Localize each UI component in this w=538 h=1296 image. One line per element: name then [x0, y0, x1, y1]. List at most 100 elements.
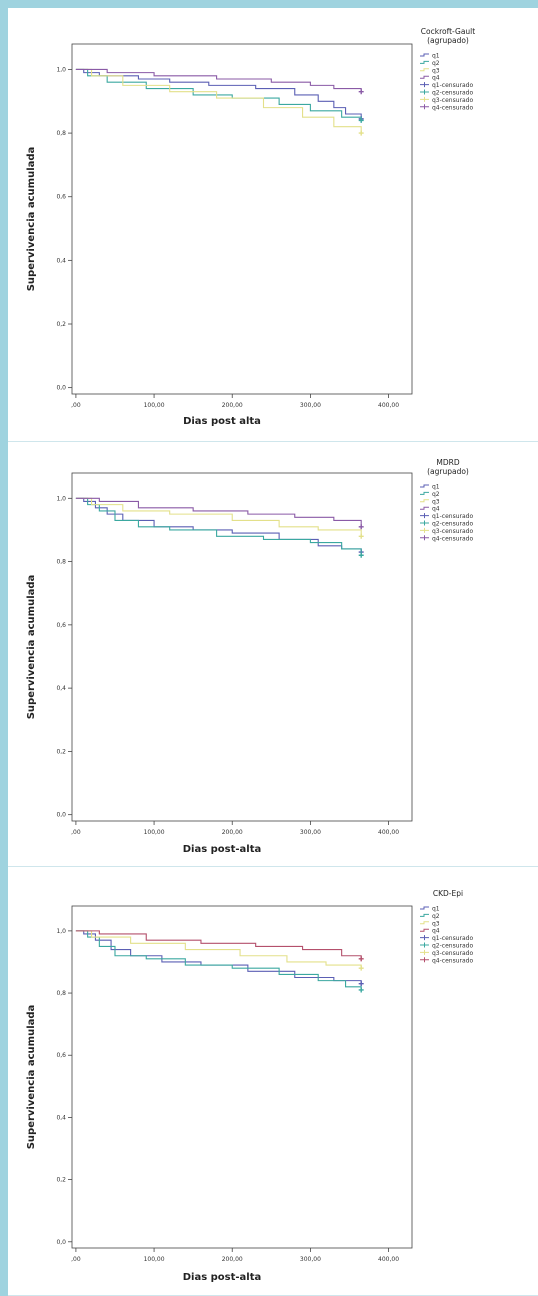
legend-label: q4-censurado: [432, 104, 473, 111]
legend-label: q2: [432, 60, 440, 67]
x-tick-label: 200,00: [222, 1256, 243, 1263]
legend-symbol: [420, 928, 429, 932]
legend-symbol: [420, 527, 429, 533]
y-tick-label: 1,0: [56, 928, 66, 935]
legend-label: q2-censurado: [432, 943, 473, 950]
legend-symbol: [420, 75, 429, 79]
legend-label: q4: [432, 928, 440, 935]
x-tick-label: ,00: [71, 829, 81, 836]
legend-label: q1-censurado: [432, 513, 473, 520]
y-tick-label: 1,0: [56, 495, 66, 502]
legend-symbol: [420, 535, 429, 541]
legend-symbol: [420, 949, 429, 955]
legend-symbol: [420, 491, 429, 495]
y-tick-label: 0,8: [56, 130, 66, 137]
chart-panel-mdrd: 0,0 0,2 0,4 0,6 0,8 1,0 ,00 100,00 200,00 300,00 4…: [8, 443, 538, 867]
legend-label: q4-censurado: [432, 957, 473, 964]
censored-marker-q4: [358, 956, 364, 962]
series-line-q2: [75, 930, 362, 990]
legend-label: q1-censurado: [432, 935, 473, 942]
censored-marker-q4: [358, 89, 364, 95]
y-tick-label: 0,6: [56, 1052, 66, 1059]
legend-title: MDRD: [436, 458, 459, 467]
y-tick-label: 0,4: [56, 257, 66, 264]
series-line-q1: [75, 497, 362, 553]
censored-marker-q2: [358, 117, 364, 123]
legend-symbol: [420, 484, 429, 488]
legend-label: q3: [432, 498, 440, 505]
legend-symbol: [420, 68, 429, 72]
legend-label: q1: [432, 484, 440, 491]
legend-symbol: [420, 520, 429, 526]
y-tick-label: 1,0: [56, 66, 66, 73]
plot-frame: [71, 472, 413, 822]
legend-symbol: [420, 506, 429, 510]
legend-symbol: [420, 53, 429, 57]
censored-marker-q3: [358, 533, 364, 539]
chart-svg: 0,0 0,2 0,4 0,6 0,8 1,0 ,00 100,00 200,00 300,00 4…: [26, 889, 473, 1283]
chart-svg: 0,0 0,2 0,4 0,6 0,8 1,0 ,00 100,00 200,00 300,00 4…: [26, 458, 473, 855]
legend-symbol: [420, 60, 429, 64]
y-tick-label: 0,4: [56, 685, 66, 692]
legend-symbol: [420, 921, 429, 925]
y-tick-label: 0,6: [56, 194, 66, 201]
y-tick-label: 0,2: [56, 321, 66, 328]
chart-panel-ckd-epi: 0,0 0,2 0,4 0,6 0,8 1,0 ,00 100,00 200,00 300,00 4…: [8, 868, 538, 1296]
x-tick-label: 400,00: [378, 1256, 399, 1263]
legend-symbol: [420, 499, 429, 503]
legend-title: (agrupado): [427, 36, 469, 45]
y-axis-title: Supervivencia acumulada: [26, 147, 37, 292]
legend-symbol: [420, 913, 429, 917]
legend-title: (agrupado): [427, 467, 469, 476]
censored-marker-q3: [358, 130, 364, 136]
legend-symbol: [420, 82, 429, 88]
y-tick-label: 0,0: [56, 385, 66, 392]
x-tick-label: 300,00: [300, 402, 321, 409]
y-tick-label: 0,0: [56, 1239, 66, 1246]
legend-symbol: [420, 935, 429, 941]
censored-marker-q3: [358, 965, 364, 971]
series-line-q1: [75, 930, 362, 984]
series-line-q2: [75, 497, 362, 556]
legend-label: q4: [432, 506, 440, 513]
y-tick-label: 0,6: [56, 622, 66, 629]
y-tick-label: 0,8: [56, 990, 66, 997]
legend-label: q3-censurado: [432, 97, 473, 104]
x-axis-title: Dias post-alta: [183, 1272, 262, 1283]
legend-label: q2: [432, 491, 440, 498]
legend-label: q1: [432, 53, 440, 60]
legend-label: q4: [432, 75, 440, 82]
legend-symbol: [420, 96, 429, 102]
legend-label: q3-censurado: [432, 950, 473, 957]
figure-container: 0,0 0,2 0,4 0,6 0,8 1,0 ,00 100,00 200,00 300,00 4…: [8, 8, 538, 1296]
x-axis-title: Dias post-alta: [183, 844, 262, 855]
legend-label: q2-censurado: [432, 521, 473, 528]
censored-marker-q2: [358, 552, 364, 558]
legend-label: q2-censurado: [432, 90, 473, 97]
legend-symbol: [420, 513, 429, 519]
legend-title: CKD-Epi: [433, 889, 463, 898]
legend-title: Cockroft-Gault: [421, 27, 475, 36]
x-tick-label: 400,00: [378, 402, 399, 409]
legend-label: q3-censurado: [432, 528, 473, 535]
plot-frame: [71, 905, 413, 1249]
x-tick-label: 300,00: [300, 1256, 321, 1263]
legend-label: q1-censurado: [432, 82, 473, 89]
censored-marker-q4: [358, 524, 364, 530]
x-tick-label: 200,00: [222, 829, 243, 836]
legend-symbol: [420, 906, 429, 910]
censored-marker-q2: [358, 987, 364, 993]
y-tick-label: 0,0: [56, 812, 66, 819]
legend-symbol: [420, 104, 429, 110]
series-line-q4: [75, 68, 362, 92]
legend-label: q2: [432, 913, 440, 920]
censored-marker-q1: [358, 981, 364, 987]
x-tick-label: ,00: [71, 1256, 81, 1263]
y-axis-title: Supervivencia acumulada: [26, 1005, 37, 1150]
chart-svg: 0,0 0,2 0,4 0,6 0,8 1,0 ,00 100,00 200,00 300,00 4…: [26, 27, 475, 427]
plot-frame: [71, 43, 413, 395]
y-tick-label: 0,8: [56, 559, 66, 566]
y-tick-label: 0,4: [56, 1114, 66, 1121]
series-line-q3: [75, 497, 362, 537]
x-axis-title: Dias post alta: [183, 416, 261, 427]
